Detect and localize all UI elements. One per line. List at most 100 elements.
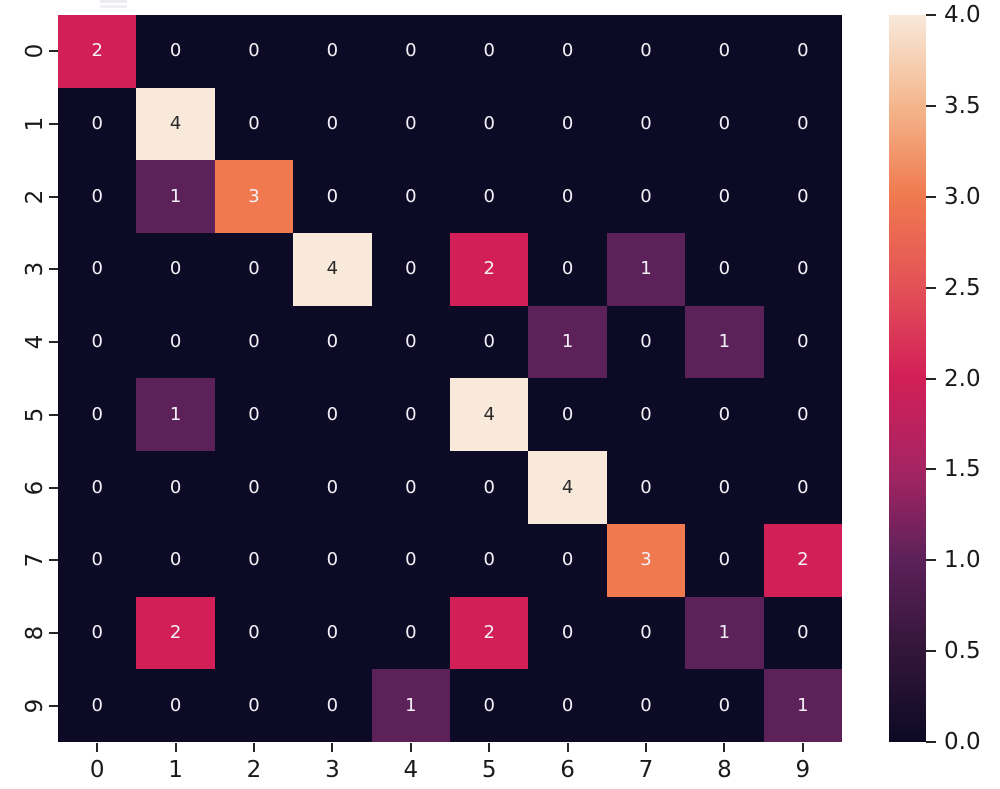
cell-value: 1	[718, 331, 731, 353]
cell-value: 0	[248, 403, 260, 425]
cell-value: 4	[326, 258, 339, 280]
colorbar-tick-mark	[926, 650, 936, 653]
heatmap-cell: 0	[58, 305, 137, 379]
cell-value: 0	[483, 185, 495, 207]
heatmap-cell: 0	[293, 160, 372, 234]
heatmap-cell: 0	[371, 378, 450, 452]
heatmap-cell: 0	[450, 87, 529, 161]
heatmap-cell: 0	[528, 233, 607, 306]
x-tick-label: 8	[717, 757, 732, 783]
cell-value: 0	[640, 40, 652, 62]
y-tick-mark	[49, 341, 58, 344]
heatmap-cell: 0	[371, 305, 450, 379]
cell-value: 0	[797, 40, 809, 62]
cell-value: 1	[169, 185, 182, 207]
cell-value: 0	[91, 258, 103, 280]
heatmap-cell: 0	[450, 451, 529, 524]
heatmap-cell: 0	[763, 87, 842, 161]
cell-value: 0	[326, 403, 339, 425]
heatmap-cell: 0	[58, 596, 137, 670]
cell-value: 0	[561, 185, 574, 207]
heatmap-cell: 0	[528, 523, 607, 597]
colorbar-tick-label: 1.5	[944, 456, 981, 483]
colorbar-tick-mark	[926, 104, 936, 107]
cell-value: 0	[405, 403, 417, 425]
cell-value: 0	[169, 476, 182, 498]
heatmap-cell: 2	[450, 233, 529, 306]
cell-value: 0	[797, 113, 809, 135]
colorbar-tick-mark	[926, 377, 936, 380]
cell-value: 0	[797, 621, 809, 643]
cell-value: 0	[483, 694, 495, 716]
cell-value: 0	[326, 185, 339, 207]
heatmap-cell: 4	[136, 87, 215, 161]
heatmap-cell: 0	[606, 669, 686, 742]
heatmap-cell: 0	[214, 451, 294, 524]
heatmap-cell: 2	[136, 596, 215, 670]
cell-value: 0	[640, 403, 652, 425]
heatmap-cell: 0	[371, 15, 450, 88]
y-tick-mark	[49, 50, 58, 53]
heatmap-cell: 0	[371, 160, 450, 234]
heatmap-cell: 0	[763, 305, 842, 379]
cell-value: 2	[91, 40, 103, 62]
cell-value: 4	[483, 403, 495, 425]
heatmap-cell: 0	[450, 669, 529, 742]
y-tick-label: 1	[22, 116, 48, 132]
cell-value: 2	[797, 549, 809, 571]
cell-value: 0	[326, 40, 339, 62]
cell-value: 0	[718, 113, 731, 135]
cell-value: 0	[561, 113, 574, 135]
heatmap-cell: 0	[214, 305, 294, 379]
cell-value: 0	[640, 621, 652, 643]
heatmap-cell: 1	[528, 305, 607, 379]
cell-value: 0	[483, 40, 495, 62]
cell-value: 0	[91, 113, 103, 135]
x-tick-mark	[723, 743, 726, 752]
heatmap-cell: 0	[293, 305, 372, 379]
x-tick-label: 0	[89, 757, 105, 783]
heatmap-cell: 0	[136, 305, 215, 379]
y-tick-mark	[49, 486, 58, 489]
heatmap-cell: 0	[685, 233, 764, 306]
heatmap-cell: 2	[450, 596, 529, 670]
x-tick-mark	[96, 743, 99, 752]
cell-value: 0	[561, 549, 574, 571]
cell-value: 0	[561, 40, 574, 62]
colorbar-tick-label: 2.0	[944, 365, 981, 392]
heatmap-cell: 0	[214, 523, 294, 597]
colorbar-tick-label: 0.0	[944, 729, 981, 755]
x-tick-label: 2	[246, 757, 262, 783]
cell-value: 0	[483, 113, 495, 135]
heatmap-cell: 0	[58, 160, 137, 234]
heatmap-cell: 0	[606, 305, 686, 379]
y-tick-label: 5	[22, 407, 48, 423]
colorbar-tick-label: 3.0	[944, 183, 981, 210]
heatmap-cell: 0	[528, 160, 607, 234]
heatmap-cell: 3	[606, 523, 686, 597]
heatmap-cell: 1	[606, 233, 686, 306]
heatmap-cell: 0	[685, 15, 764, 88]
heatmap-cell: 0	[58, 378, 137, 452]
y-tick-mark	[49, 704, 58, 707]
cell-value: 1	[561, 331, 574, 353]
cell-value: 0	[326, 331, 339, 353]
cell-value: 0	[248, 549, 260, 571]
heatmap-cell: 0	[371, 87, 450, 161]
cell-value: 0	[405, 40, 417, 62]
heatmap-cell: 0	[606, 15, 686, 88]
cell-value: 0	[326, 549, 339, 571]
y-tick-label: 2	[22, 189, 48, 205]
y-tick-label: 9	[22, 698, 48, 713]
cell-value: 0	[718, 403, 731, 425]
heatmap-cell: 0	[293, 451, 372, 524]
heatmap-cell: 0	[606, 596, 686, 670]
cell-value: 0	[718, 40, 731, 62]
cell-value: 0	[640, 694, 652, 716]
colorbar-tick-mark	[926, 286, 936, 289]
heatmap-cell: 0	[214, 233, 294, 306]
cell-value: 0	[561, 621, 574, 643]
cell-value: 2	[169, 621, 182, 643]
cell-value: 3	[640, 549, 652, 571]
y-tick-mark	[49, 268, 58, 271]
